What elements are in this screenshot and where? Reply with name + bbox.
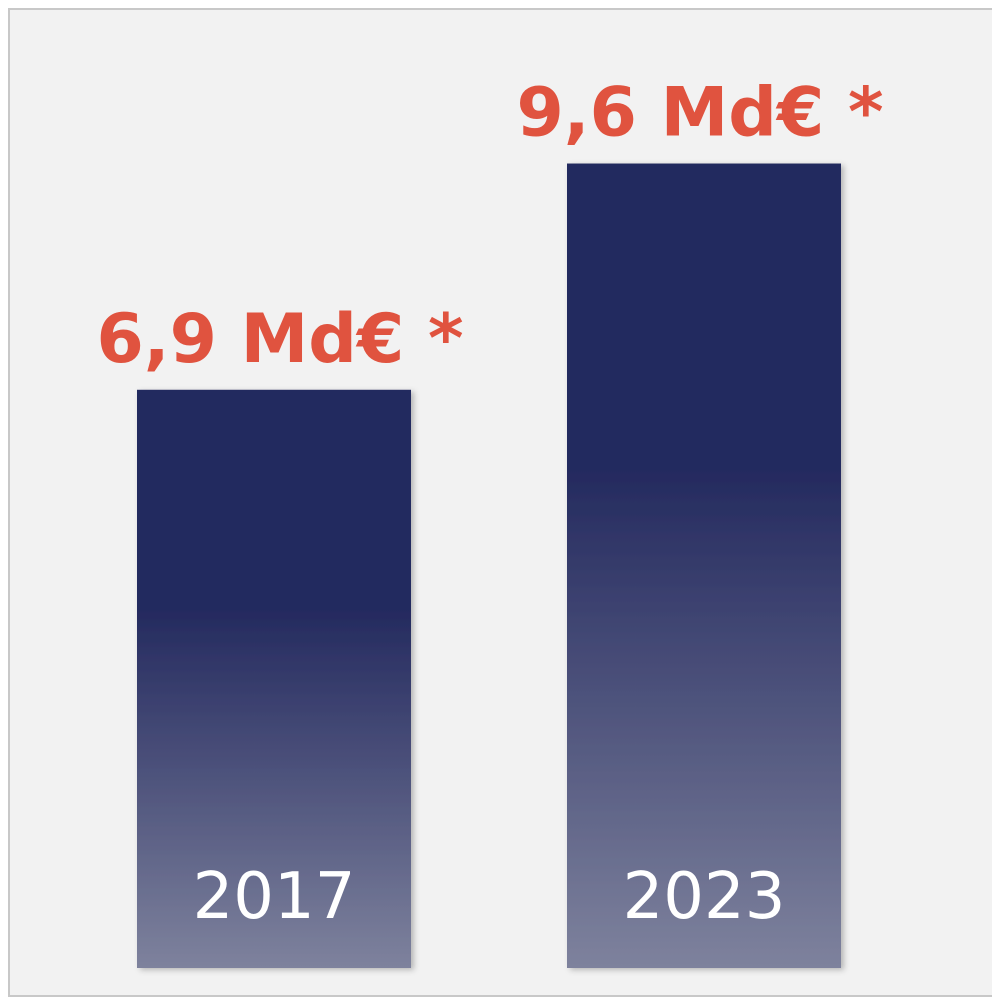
value-label: 6,9 Md€ * [96, 300, 463, 379]
bar [137, 389, 411, 968]
value-label: 9,6 Md€ * [516, 74, 883, 153]
bar [567, 163, 841, 968]
x-tick-label: 2023 [623, 860, 786, 934]
x-tick-label: 2017 [193, 860, 356, 934]
